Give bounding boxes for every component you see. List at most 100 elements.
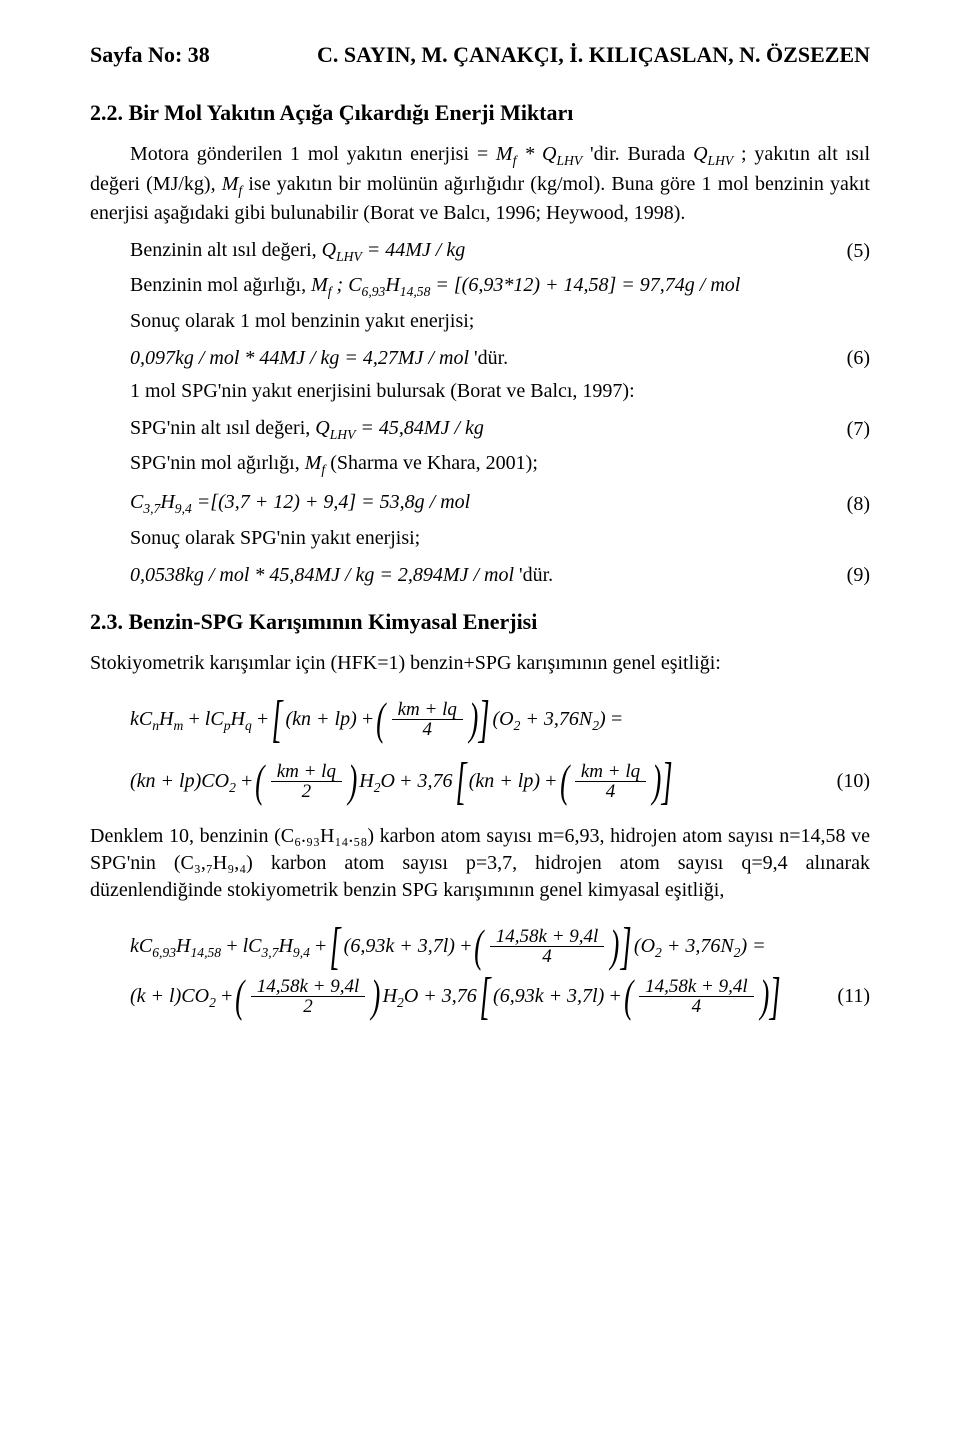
text: 'dir. Burada: [590, 143, 693, 165]
eq7-rhs: = 45,84MJ / kg: [360, 417, 483, 439]
eq9-expression: 0,0538kg / mol * 45,84MJ / kg = 2,894MJ …: [90, 562, 820, 589]
symbol-Mf-3: Mf: [311, 274, 331, 296]
frac-kmlq-4-b: km + lq 4: [575, 762, 646, 801]
eq10-line2: (kn + lp)CO2 + ( km + lq 2 ) H2O + 3,76 …: [130, 759, 810, 803]
eq6-formula: 0,097kg / mol * 44MJ / kg = 4,27MJ / mol: [130, 347, 469, 369]
sec22-paragraph-4: SPG'nin mol ağırlığı, Mf (Sharma ve Khar…: [90, 450, 870, 479]
right-paren-icon: ): [652, 763, 661, 800]
equation-6: 0,097kg / mol * 44MJ / kg = 4,27MJ / mol…: [90, 345, 870, 372]
left-bracket-icon: [: [330, 926, 341, 968]
equation-9: 0,0538kg / mol * 45,84MJ / kg = 2,894MJ …: [90, 562, 870, 589]
op-plus: +: [256, 697, 270, 741]
authors: C. SAYIN, M. ÇANAKÇI, İ. KILIÇASLAN, N. …: [317, 40, 870, 70]
sec23-paragraph-2: Denklem 10, benzinin (C₆.₉₃H₁₄.₅₈) karbo…: [90, 823, 870, 904]
symbol-C693H1458: ; C6,93H14,58: [337, 274, 431, 296]
frac-1458k-94l-4-b: 14,58k + 9,4l 4: [639, 977, 754, 1016]
right-bracket-icon: ]: [662, 761, 673, 803]
op-eq: =: [610, 697, 624, 741]
term-H2O: H2O: [359, 759, 395, 803]
eq8-expression: C3,7H9,4 =[(3,7 + 12) + 9,4] = 53,8g / m…: [90, 489, 820, 518]
right-paren-icon: ): [610, 928, 619, 965]
op-plus: +: [220, 974, 234, 1018]
equation-7: SPG'nin alt ısıl değeri, QLHV = 45,84MJ …: [90, 415, 870, 444]
eq5-number: (5): [820, 238, 870, 265]
frac-1458k-94l-2: 14,58k + 9,4l 2: [251, 977, 366, 1016]
text: 'dür.: [474, 347, 508, 369]
eq8-rhs: =[(3,7 + 12) + 9,4] = 53,8g / mol: [197, 491, 470, 513]
eq6-number: (6): [820, 345, 870, 372]
left-paren-icon: (: [376, 701, 385, 738]
sec22-paragraph-5: Sonuç olarak SPG'nin yakıt enerjisi;: [90, 525, 870, 552]
eq7-number: (7): [820, 416, 870, 443]
symbol-QLHV: QLHV: [693, 143, 733, 165]
eq5b-rhs: = [(6,93*12) + 14,58] = 97,74g / mol: [435, 274, 740, 296]
right-paren-icon: ): [760, 978, 769, 1015]
text: SPG'nin alt ısıl değeri,: [130, 417, 315, 439]
term-knlp-CO2: (kn + lp)CO2: [130, 759, 236, 803]
frac-kmlq-4: km + lq 4: [392, 700, 463, 739]
term-lCpHq: lCpHq: [205, 697, 252, 741]
op-plus: +: [544, 759, 558, 803]
term-693k-37l-b: (6,93k + 3,7l): [493, 974, 604, 1018]
eq11-line2-row: (k + l)CO2 + ( 14,58k + 9,4l 2 ) H2O + 3…: [130, 968, 870, 1018]
eq5-expression: Benzinin alt ısıl değeri, QLHV = 44MJ / …: [90, 237, 820, 266]
symbol-Q: QLHV: [322, 239, 362, 261]
frac-1458k-94l-4: 14,58k + 9,4l 4: [490, 927, 605, 966]
term-knlp-2: (kn + lp): [469, 759, 540, 803]
symbol-QLHV-2: QLHV: [315, 417, 355, 439]
eq9-formula: 0,0538kg / mol * 45,84MJ / kg = 2,894MJ …: [130, 564, 514, 586]
eq11-line2: (k + l)CO2 + ( 14,58k + 9,4l 2 ) H2O + 3…: [130, 974, 810, 1018]
right-bracket-icon: ]: [770, 976, 781, 1018]
symbol-times: * QLHV: [524, 143, 582, 165]
left-paren-icon: (: [560, 763, 569, 800]
eq11-line1: kC6,93H14,58 + lC3,7H9,4 + [ (6,93k + 3,…: [130, 924, 870, 968]
right-paren-icon: ): [469, 701, 478, 738]
page-number-label: Sayfa No: 38: [90, 40, 210, 70]
op-plus: +: [314, 924, 328, 968]
equation-10: kCnHm + lCpHq + [ (kn + lp) + ( km + lq …: [130, 697, 870, 803]
term-knlp: (kn + lp): [286, 697, 357, 741]
eq5-rhs: = 44MJ / kg: [367, 239, 465, 261]
term-693k-37l: (6,93k + 3,7l): [344, 924, 455, 968]
op-plus: +: [608, 974, 622, 1018]
equation-11: kC6,93H14,58 + lC3,7H9,4 + [ (6,93k + 3,…: [130, 924, 870, 1018]
op-plus: +: [361, 697, 375, 741]
text: SPG'nin mol ağırlığı,: [130, 452, 305, 474]
equation-5: Benzinin alt ısıl değeri, QLHV = 44MJ / …: [90, 237, 870, 266]
eq10-line1: kCnHm + lCpHq + [ (kn + lp) + ( km + lq …: [130, 697, 870, 741]
eq11-number: (11): [810, 983, 870, 1018]
op-plus: +: [240, 759, 254, 803]
op-plus: +: [187, 697, 201, 741]
symbol-Mf-4: Mf: [305, 452, 325, 474]
left-bracket-icon: [: [455, 761, 466, 803]
term-kCnHm: kCnHm: [130, 697, 183, 741]
right-paren-icon: ): [371, 978, 380, 1015]
left-paren-icon: (: [624, 978, 633, 1015]
left-paren-icon: (: [255, 763, 264, 800]
term-O2-N2-b: (O2 + 3,76N2) =: [634, 924, 766, 968]
sec22-paragraph-1: Motora gönderilen 1 mol yakıtın enerjisi…: [90, 141, 870, 227]
symbol-Mf: Mf: [496, 143, 516, 165]
text: 'dür.: [519, 564, 553, 586]
eq9-number: (9): [820, 562, 870, 589]
op-plus: +: [225, 924, 239, 968]
term-kC693H1458: kC6,93H14,58: [130, 924, 221, 968]
term-H2O-b: H2O + 3,76: [383, 974, 477, 1018]
page-header: Sayfa No: 38 C. SAYIN, M. ÇANAKÇI, İ. KI…: [90, 40, 870, 70]
eq10-line2-row: (kn + lp)CO2 + ( km + lq 2 ) H2O + 3,76 …: [130, 741, 870, 803]
equation-8: C3,7H9,4 =[(3,7 + 12) + 9,4] = 53,8g / m…: [90, 489, 870, 518]
sec22-paragraph-2: Sonuç olarak 1 mol benzinin yakıt enerji…: [90, 308, 870, 335]
eq10-number: (10): [810, 768, 870, 803]
frac-kmlq-2: km + lq 2: [271, 762, 342, 801]
left-bracket-icon: [: [272, 699, 283, 741]
text: Motora gönderilen 1 mol yakıtın enerjisi…: [130, 143, 496, 165]
right-paren-icon: ): [348, 763, 357, 800]
text: Benzinin alt ısıl değeri,: [130, 239, 322, 261]
right-bracket-icon: ]: [479, 699, 490, 741]
symbol-Mf-2: Mf: [222, 173, 242, 195]
symbol-C37H94: C3,7H9,4: [130, 491, 192, 513]
section-2-3-title: 2.3. Benzin-SPG Karışımının Kimyasal Ene…: [90, 607, 870, 637]
equation-5b: Benzinin mol ağırlığı, Mf ; C6,93H14,58 …: [90, 272, 870, 301]
term-lC37H94: lC3,7H9,4: [243, 924, 310, 968]
eq5b-expression: Benzinin mol ağırlığı, Mf ; C6,93H14,58 …: [90, 272, 820, 301]
